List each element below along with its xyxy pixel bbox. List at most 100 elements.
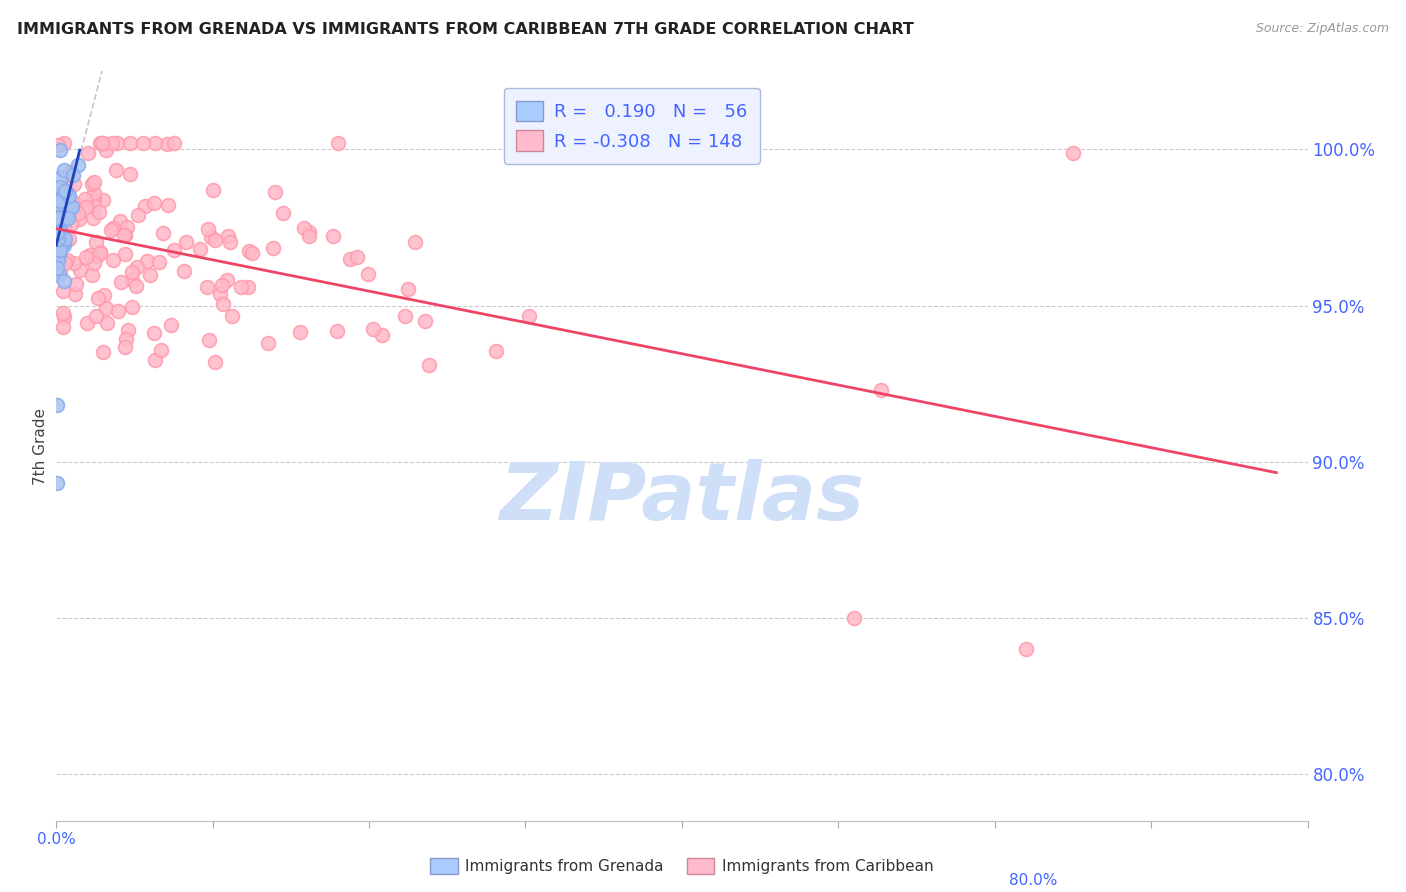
Point (89, 246, 111, 260)
Point (46, 398, 69, 412)
Point (121, 300, 143, 314)
Point (288, 325, 311, 339)
Point (56, 211, 79, 225)
Point (46, 228, 69, 243)
Point (62, 177, 84, 191)
Point (53, 184, 76, 198)
Point (49, 220, 72, 235)
Point (62, 200, 84, 214)
Point (413, 314, 436, 328)
Point (48, 192, 70, 206)
Point (114, 227, 136, 242)
Point (67, 158, 90, 172)
Point (52, 310, 75, 324)
Point (49, 265, 72, 279)
Point (339, 252, 361, 267)
Point (46, 231, 69, 245)
Point (190, 242, 212, 256)
Point (326, 136, 349, 150)
Point (49, 238, 72, 252)
Point (204, 354, 226, 368)
Point (100, 223, 122, 237)
Point (53, 238, 76, 252)
Point (80, 268, 103, 283)
Point (65, 197, 87, 211)
Point (52, 234, 75, 248)
Point (48, 207, 70, 221)
Point (107, 303, 129, 318)
Point (53, 211, 76, 225)
Point (115, 220, 138, 235)
Point (195, 280, 218, 294)
Point (217, 228, 239, 243)
Point (46, 260, 69, 275)
Point (101, 221, 124, 235)
Legend: Immigrants from Grenada, Immigrants from Caribbean: Immigrants from Grenada, Immigrants from… (425, 852, 939, 880)
Point (238, 244, 260, 258)
Point (79, 248, 101, 262)
Point (73, 192, 96, 206)
Point (114, 340, 136, 354)
Point (204, 233, 226, 247)
Point (114, 332, 136, 346)
Point (217, 273, 239, 287)
Point (58, 232, 80, 246)
Point (357, 267, 380, 281)
Point (104, 163, 127, 178)
Point (93, 287, 115, 301)
Point (52, 213, 75, 227)
Point (45, 187, 67, 202)
Point (219, 235, 242, 249)
Point (152, 226, 174, 240)
Point (58, 196, 80, 211)
Point (46, 238, 69, 252)
Point (53, 223, 76, 237)
Point (298, 225, 321, 239)
Point (46, 137, 69, 152)
Point (83, 175, 105, 189)
Point (156, 137, 179, 152)
Point (292, 221, 315, 235)
Point (197, 221, 219, 235)
Point (46, 232, 69, 246)
Point (103, 253, 125, 268)
Point (163, 136, 186, 150)
Point (842, 611, 865, 625)
Y-axis label: 7th Grade: 7th Grade (32, 408, 48, 484)
Point (56, 178, 79, 192)
Point (49, 194, 72, 209)
Point (271, 206, 294, 220)
Point (143, 136, 166, 150)
Point (200, 230, 222, 244)
Point (160, 318, 183, 333)
Point (114, 247, 136, 261)
Point (163, 244, 186, 258)
Point (211, 278, 233, 293)
Point (48, 211, 70, 226)
Point (371, 328, 394, 343)
Point (262, 241, 284, 255)
Point (396, 282, 419, 296)
Point (346, 251, 368, 265)
Point (110, 275, 132, 289)
Point (52, 320, 75, 334)
Point (394, 310, 416, 324)
Point (134, 199, 156, 213)
Point (53, 136, 76, 150)
Point (118, 167, 141, 181)
Point (105, 136, 128, 150)
Point (46, 226, 69, 240)
Point (53, 256, 76, 270)
Point (48, 224, 70, 238)
Point (142, 326, 165, 340)
Point (221, 310, 243, 324)
Point (174, 235, 197, 250)
Point (76, 316, 98, 330)
Point (110, 214, 132, 228)
Point (101, 136, 124, 150)
Point (143, 353, 166, 368)
Point (212, 297, 235, 311)
Point (45, 248, 67, 262)
Point (45, 232, 67, 246)
Point (53, 194, 76, 208)
